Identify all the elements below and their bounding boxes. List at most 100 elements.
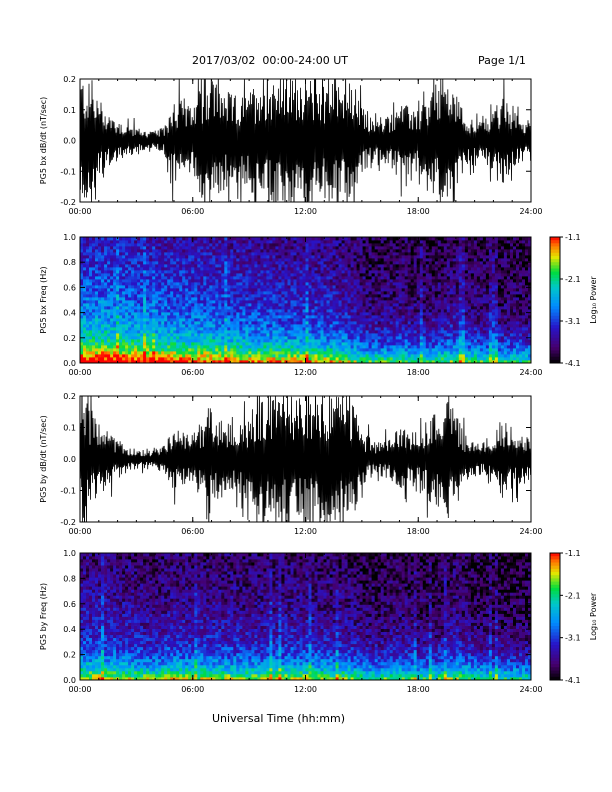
heatmap-cell (350, 342, 354, 346)
heatmap-cell (140, 267, 144, 271)
heatmap-cell (314, 294, 318, 298)
heatmap-cell (89, 303, 93, 307)
heatmap-cell (233, 327, 237, 331)
heatmap-cell (257, 264, 261, 268)
heatmap-cell (176, 255, 180, 259)
heatmap-cell (314, 297, 318, 301)
heatmap-cell (233, 315, 237, 319)
heatmap-cell (401, 282, 406, 286)
heatmap-cell (368, 336, 372, 340)
heatmap-cell (365, 285, 369, 289)
heatmap-cell (194, 267, 198, 271)
heatmap-cell (395, 255, 400, 259)
heatmap-cell (296, 339, 300, 343)
heatmap-cell (95, 342, 99, 346)
heatmap-cell (176, 249, 180, 253)
heatmap-cell (299, 312, 303, 316)
heatmap-cell (377, 291, 382, 295)
heatmap-cell (248, 318, 252, 322)
heatmap-cell (365, 243, 369, 247)
heatmap-cell (344, 255, 348, 259)
heatmap-cell (110, 237, 114, 241)
heatmap-cell (116, 285, 120, 289)
heatmap-cell (212, 321, 216, 325)
heatmap-cell (98, 348, 102, 352)
heatmap-cell (86, 315, 90, 319)
heatmap-cell (239, 270, 243, 274)
heatmap-cell (359, 237, 363, 241)
heatmap-cell (167, 246, 171, 250)
heatmap-cell (125, 309, 129, 313)
heatmap-cell (425, 258, 430, 262)
heatmap-cell (422, 306, 427, 310)
heatmap-cell (338, 324, 342, 328)
heatmap-cell (365, 294, 369, 298)
heatmap-cell (92, 264, 96, 268)
heatmap-cell (332, 324, 336, 328)
heatmap-cell (80, 318, 84, 322)
heatmap-cell (221, 258, 225, 262)
heatmap-cell (248, 342, 252, 346)
heatmap-cell (311, 246, 315, 250)
heatmap-cell (254, 348, 258, 352)
heatmap-cell (398, 330, 403, 334)
heatmap-cell (332, 336, 336, 340)
heatmap-cell (230, 333, 234, 337)
heatmap-cell (326, 291, 330, 295)
heatmap-cell (173, 246, 177, 250)
heatmap-cell (245, 312, 249, 316)
heatmap-cell (101, 258, 105, 262)
heatmap-cell (131, 288, 135, 292)
heatmap-cell (413, 285, 418, 289)
heatmap-cell (110, 285, 114, 289)
heatmap-cell (185, 258, 189, 262)
heatmap-cell (353, 294, 357, 298)
heatmap-cell (341, 258, 345, 262)
heatmap-cell (140, 303, 144, 307)
heatmap-cell (254, 324, 258, 328)
heatmap-cell (122, 249, 126, 253)
heatmap-cell (365, 354, 369, 358)
heatmap-cell (83, 303, 87, 307)
heatmap-cell (155, 333, 159, 337)
heatmap-cell (176, 267, 180, 271)
heatmap-cell (119, 306, 123, 310)
heatmap-cell (209, 297, 213, 301)
heatmap-cell (308, 261, 312, 265)
heatmap-cell (374, 354, 379, 358)
heatmap-cell (89, 348, 93, 352)
heatmap-cell (380, 330, 385, 334)
heatmap-cell (365, 237, 369, 241)
heatmap-cell (152, 285, 156, 289)
heatmap-cell (368, 309, 372, 313)
heatmap-cell (230, 294, 234, 298)
heatmap-cell (83, 294, 87, 298)
heatmap-cell (89, 309, 93, 313)
heatmap-cell (410, 354, 415, 358)
heatmap-cell (398, 261, 403, 265)
heatmap-cell (251, 303, 255, 307)
heatmap-cell (230, 306, 234, 310)
heatmap-cell (176, 285, 180, 289)
heatmap-cell (131, 252, 135, 256)
heatmap-cell (209, 243, 213, 247)
heatmap-cell (356, 354, 360, 358)
heatmap-cell (269, 318, 273, 322)
heatmap-cell (290, 288, 294, 292)
heatmap-cell (233, 270, 237, 274)
heatmap-cell (146, 282, 150, 286)
heatmap-cell (284, 252, 288, 256)
heatmap-cell (167, 300, 171, 304)
heatmap-cell (353, 318, 357, 322)
heatmap-cell (353, 360, 357, 364)
heatmap-cell (305, 270, 309, 274)
heatmap-cell (92, 315, 96, 319)
heatmap-cell (236, 318, 240, 322)
heatmap-cell (236, 333, 240, 337)
heatmap-cell (215, 306, 219, 310)
heatmap-cell (278, 297, 282, 301)
heatmap-cell (293, 342, 297, 346)
heatmap-cell (308, 318, 312, 322)
heatmap-cell (338, 252, 342, 256)
heatmap-cell (404, 315, 409, 319)
